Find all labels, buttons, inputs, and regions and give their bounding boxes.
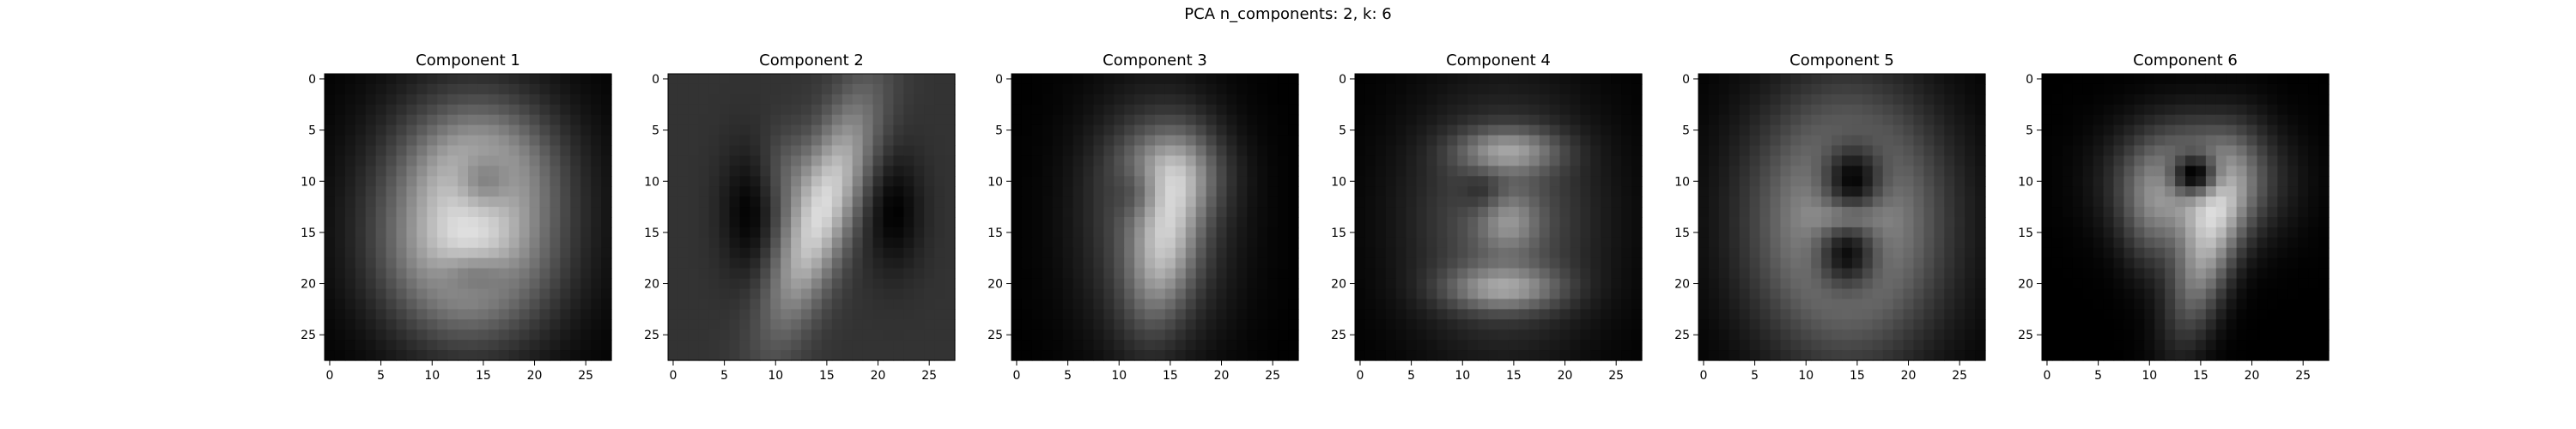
- x-tick-label: 25: [1952, 369, 1967, 383]
- y-tick-label: 25: [644, 329, 659, 342]
- x-tick-label: 15: [1506, 369, 1522, 383]
- panel-6: Component 6 0 5 10 15 20 25 0 5 10 15 20 25: [2018, 51, 2330, 383]
- x-tick-label: 20: [1214, 369, 1230, 383]
- y-tick-label: 15: [1674, 227, 1690, 240]
- panel-5: Component 5 0 5 10 15 20 25 0 5 10 15 20 25: [1674, 51, 1986, 383]
- y-tick-label: 15: [301, 227, 316, 240]
- y-tick-label: 25: [2018, 329, 2033, 342]
- axes-frame: [324, 73, 612, 361]
- x-tick-label: 20: [527, 369, 543, 383]
- x-tick-label: 5: [1064, 369, 1072, 383]
- x-tick-label: 10: [1798, 369, 1814, 383]
- component-image: [325, 74, 612, 361]
- y-tick-label: 20: [987, 278, 1003, 292]
- panel-title: Component 6: [2133, 51, 2238, 69]
- x-tick-label: 0: [1357, 369, 1364, 383]
- axes-frame: [2041, 73, 2330, 361]
- x-tick-label: 20: [1901, 369, 1917, 383]
- y-tick-label: 0: [308, 73, 316, 87]
- y-tick-label: 5: [308, 124, 316, 138]
- axes-frame: [1698, 73, 1986, 361]
- x-tick-label: 10: [1455, 369, 1470, 383]
- x-tick-label: 20: [871, 369, 886, 383]
- component-image: [2042, 74, 2330, 361]
- y-tick-label: 5: [995, 124, 1003, 138]
- y-tick-label: 25: [1674, 329, 1690, 342]
- y-tick-label: 15: [644, 227, 659, 240]
- x-tick-label: 10: [424, 369, 440, 383]
- y-tick-label: 5: [2026, 124, 2033, 138]
- panel-title: Component 1: [416, 51, 520, 69]
- x-tick-label: 0: [326, 369, 334, 383]
- y-tick-label: 0: [652, 73, 659, 87]
- y-tick-label: 20: [301, 278, 316, 292]
- x-tick-label: 5: [1751, 369, 1759, 383]
- y-tick-label: 25: [987, 329, 1003, 342]
- axes-frame: [667, 73, 956, 361]
- y-tick-label: 10: [1674, 175, 1690, 189]
- x-tick-label: 20: [1558, 369, 1573, 383]
- component-image: [1698, 74, 1986, 361]
- y-tick-label: 5: [652, 124, 659, 138]
- x-tick-label: 5: [720, 369, 728, 383]
- y-tick-label: 5: [1682, 124, 1690, 138]
- x-tick-label: 15: [1163, 369, 1178, 383]
- panel-2: Component 2 0 5 10 15 20 25 0 5 10 15 20 25: [644, 51, 956, 383]
- panel-4: Component 4 0 5 10 15 20 25 0 5 10 15 20 25: [1331, 51, 1643, 383]
- x-tick-label: 25: [1265, 369, 1280, 383]
- x-tick-label: 15: [1850, 369, 1865, 383]
- x-tick-label: 5: [377, 369, 385, 383]
- panel-title: Component 5: [1789, 51, 1894, 69]
- panel-3: Component 3 0 5 10 15 20 25 0 5 10 15 20 25: [987, 51, 1299, 383]
- y-tick-label: 20: [644, 278, 659, 292]
- y-tick-label: 20: [2018, 278, 2033, 292]
- x-tick-label: 10: [2142, 369, 2157, 383]
- x-tick-label: 10: [1111, 369, 1127, 383]
- panel-title: Component 3: [1103, 51, 1207, 69]
- y-tick-label: 15: [2018, 227, 2033, 240]
- panel-1: Component 1 0 5 10 15 20 25 0 5 10 15 20 25: [301, 51, 612, 383]
- y-tick-label: 15: [987, 227, 1003, 240]
- component-image: [1012, 74, 1299, 361]
- y-tick-label: 10: [1331, 175, 1346, 189]
- x-tick-label: 25: [2295, 369, 2311, 383]
- y-tick-label: 10: [987, 175, 1003, 189]
- y-tick-label: 10: [644, 175, 659, 189]
- panel-title: Component 4: [1446, 51, 1551, 69]
- x-tick-label: 25: [578, 369, 593, 383]
- y-tick-label: 15: [1331, 227, 1346, 240]
- axes-frame: [1354, 73, 1643, 361]
- x-tick-label: 0: [1700, 369, 1708, 383]
- y-tick-label: 0: [1339, 73, 1346, 87]
- x-tick-label: 10: [768, 369, 783, 383]
- x-tick-label: 25: [921, 369, 937, 383]
- component-image: [668, 74, 956, 361]
- y-tick-label: 10: [2018, 175, 2033, 189]
- y-tick-label: 10: [301, 175, 316, 189]
- component-image: [1355, 74, 1643, 361]
- y-tick-label: 0: [1682, 73, 1690, 87]
- y-tick-label: 20: [1674, 278, 1690, 292]
- x-tick-label: 15: [819, 369, 835, 383]
- x-tick-label: 25: [1608, 369, 1624, 383]
- x-tick-label: 15: [2193, 369, 2208, 383]
- x-tick-label: 20: [2245, 369, 2260, 383]
- y-tick-label: 25: [1331, 329, 1346, 342]
- y-tick-label: 0: [995, 73, 1003, 87]
- figure-suptitle: PCA n_components: 2, k: 6: [1184, 5, 1392, 23]
- y-tick-label: 0: [2026, 73, 2033, 87]
- axes-frame: [1011, 73, 1299, 361]
- x-tick-label: 0: [1013, 369, 1021, 383]
- x-tick-label: 0: [670, 369, 677, 383]
- x-tick-label: 5: [2094, 369, 2102, 383]
- panel-title: Component 2: [759, 51, 864, 69]
- x-tick-label: 15: [476, 369, 491, 383]
- y-tick-label: 20: [1331, 278, 1346, 292]
- x-tick-label: 0: [2044, 369, 2051, 383]
- x-tick-label: 5: [1407, 369, 1415, 383]
- y-tick-label: 25: [301, 329, 316, 342]
- y-tick-label: 5: [1339, 124, 1346, 138]
